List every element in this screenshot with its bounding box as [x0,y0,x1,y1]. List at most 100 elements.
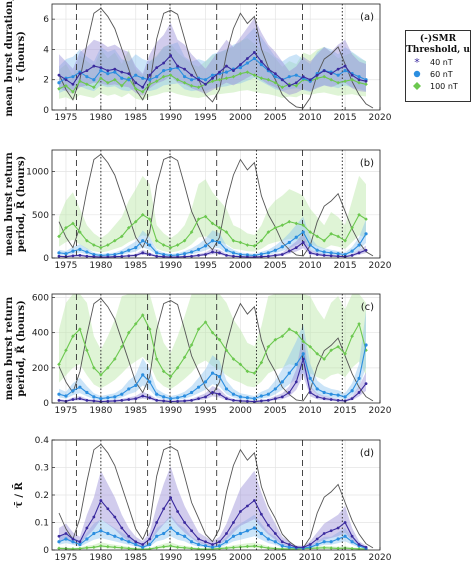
point-40nT [364,545,368,549]
point-60nT [357,376,361,380]
point-60nT [120,251,124,255]
point-60nT [287,240,291,245]
point-40nT [329,529,333,533]
point-40nT [266,398,270,402]
x-tick-label: 2000 [229,261,252,271]
point-40nT [336,398,340,402]
x-tick-label: 1990 [159,113,182,123]
point-60nT [182,534,187,538]
point-60nT [78,247,82,251]
y-tick-label: 0 [43,546,49,556]
point-40nT [64,532,68,535]
point-60nT [364,232,368,236]
point-60nT [259,394,263,398]
point-60nT [217,240,222,245]
point-100nT [78,79,82,84]
point-60nT [287,75,291,79]
y-axis-label-line1: mean burst return [4,152,15,256]
point-40nT [113,399,117,403]
plot-area [57,294,374,403]
point-60nT [210,239,215,243]
point-60nT [120,392,124,396]
point-100nT [210,221,215,226]
point-60nT [217,375,222,379]
point-100nT [287,219,292,224]
point-100nT [168,544,173,548]
point-40nT [162,399,166,403]
point-60nT [189,250,194,254]
point-60nT [336,537,340,541]
point-100nT [322,74,326,79]
point-100nT [280,223,285,227]
point-100nT [259,76,264,80]
point-40nT [329,254,333,258]
point-40nT [204,253,207,256]
point-60nT [85,250,89,254]
x-tick-label: 1995 [194,113,217,123]
point-60nT [259,252,263,256]
point-100nT [113,77,117,82]
point-60nT [113,395,117,399]
x-tick-label: 1980 [89,261,112,271]
point-60nT [85,537,89,541]
point-40nT [141,543,145,546]
legend-entry-40: * 40 nT [406,56,470,68]
point-100nT [238,240,243,245]
point-60nT [287,371,291,375]
point-100nT [245,70,250,74]
point-40nT [211,543,214,546]
point-100nT [322,357,326,361]
point-60nT [252,56,256,61]
point-40nT [134,397,138,401]
point-100nT [315,546,319,550]
point-100nT [119,546,124,550]
point-60nT [64,537,68,541]
band-60-nT [59,514,366,549]
point-40nT [113,515,117,519]
point-100nT [350,334,354,338]
point-40nT [148,253,152,256]
point-60nT [210,73,215,77]
point-60nT [64,252,68,256]
point-60nT [99,529,103,533]
point-40nT [85,526,89,530]
point-100nT [161,74,166,79]
point-40nT [357,78,361,82]
y-axis-label-line2: period, R̄ (hours) [15,156,27,252]
point-100nT [126,546,131,550]
point-60nT [252,526,256,530]
point-40nT [92,64,96,68]
x-tick-label: 2015 [334,406,357,416]
point-100nT [231,357,236,361]
point-60nT [57,81,61,85]
point-60nT [336,73,340,77]
x-tick-label: 1980 [89,113,112,123]
point-60nT [134,542,138,547]
point-100nT [99,373,103,377]
point-40nT [315,73,319,77]
point-40nT [85,398,89,402]
point-40nT [106,255,110,258]
point-100nT [182,238,187,243]
point-60nT [113,70,117,74]
point-60nT [148,380,152,384]
point-60nT [301,352,305,356]
y-tick-label: 2 [43,76,49,86]
point-60nT [141,545,145,549]
point-100nT [78,327,82,331]
point-100nT [280,547,285,550]
x-tick-label: 1980 [89,406,112,416]
point-60nT [120,76,124,80]
point-60nT [315,387,319,391]
point-40nT [357,543,361,546]
point-40nT [232,398,235,402]
point-100nT [92,85,96,90]
point-100nT [231,238,236,243]
point-60nT [85,390,89,395]
point-40nT [99,499,103,502]
point-40nT [225,532,228,535]
point-40nT [225,254,228,257]
point-100nT [224,546,229,550]
point-100nT [85,82,89,87]
y-axis-label-line2: τ̄ (hours) [16,31,27,83]
